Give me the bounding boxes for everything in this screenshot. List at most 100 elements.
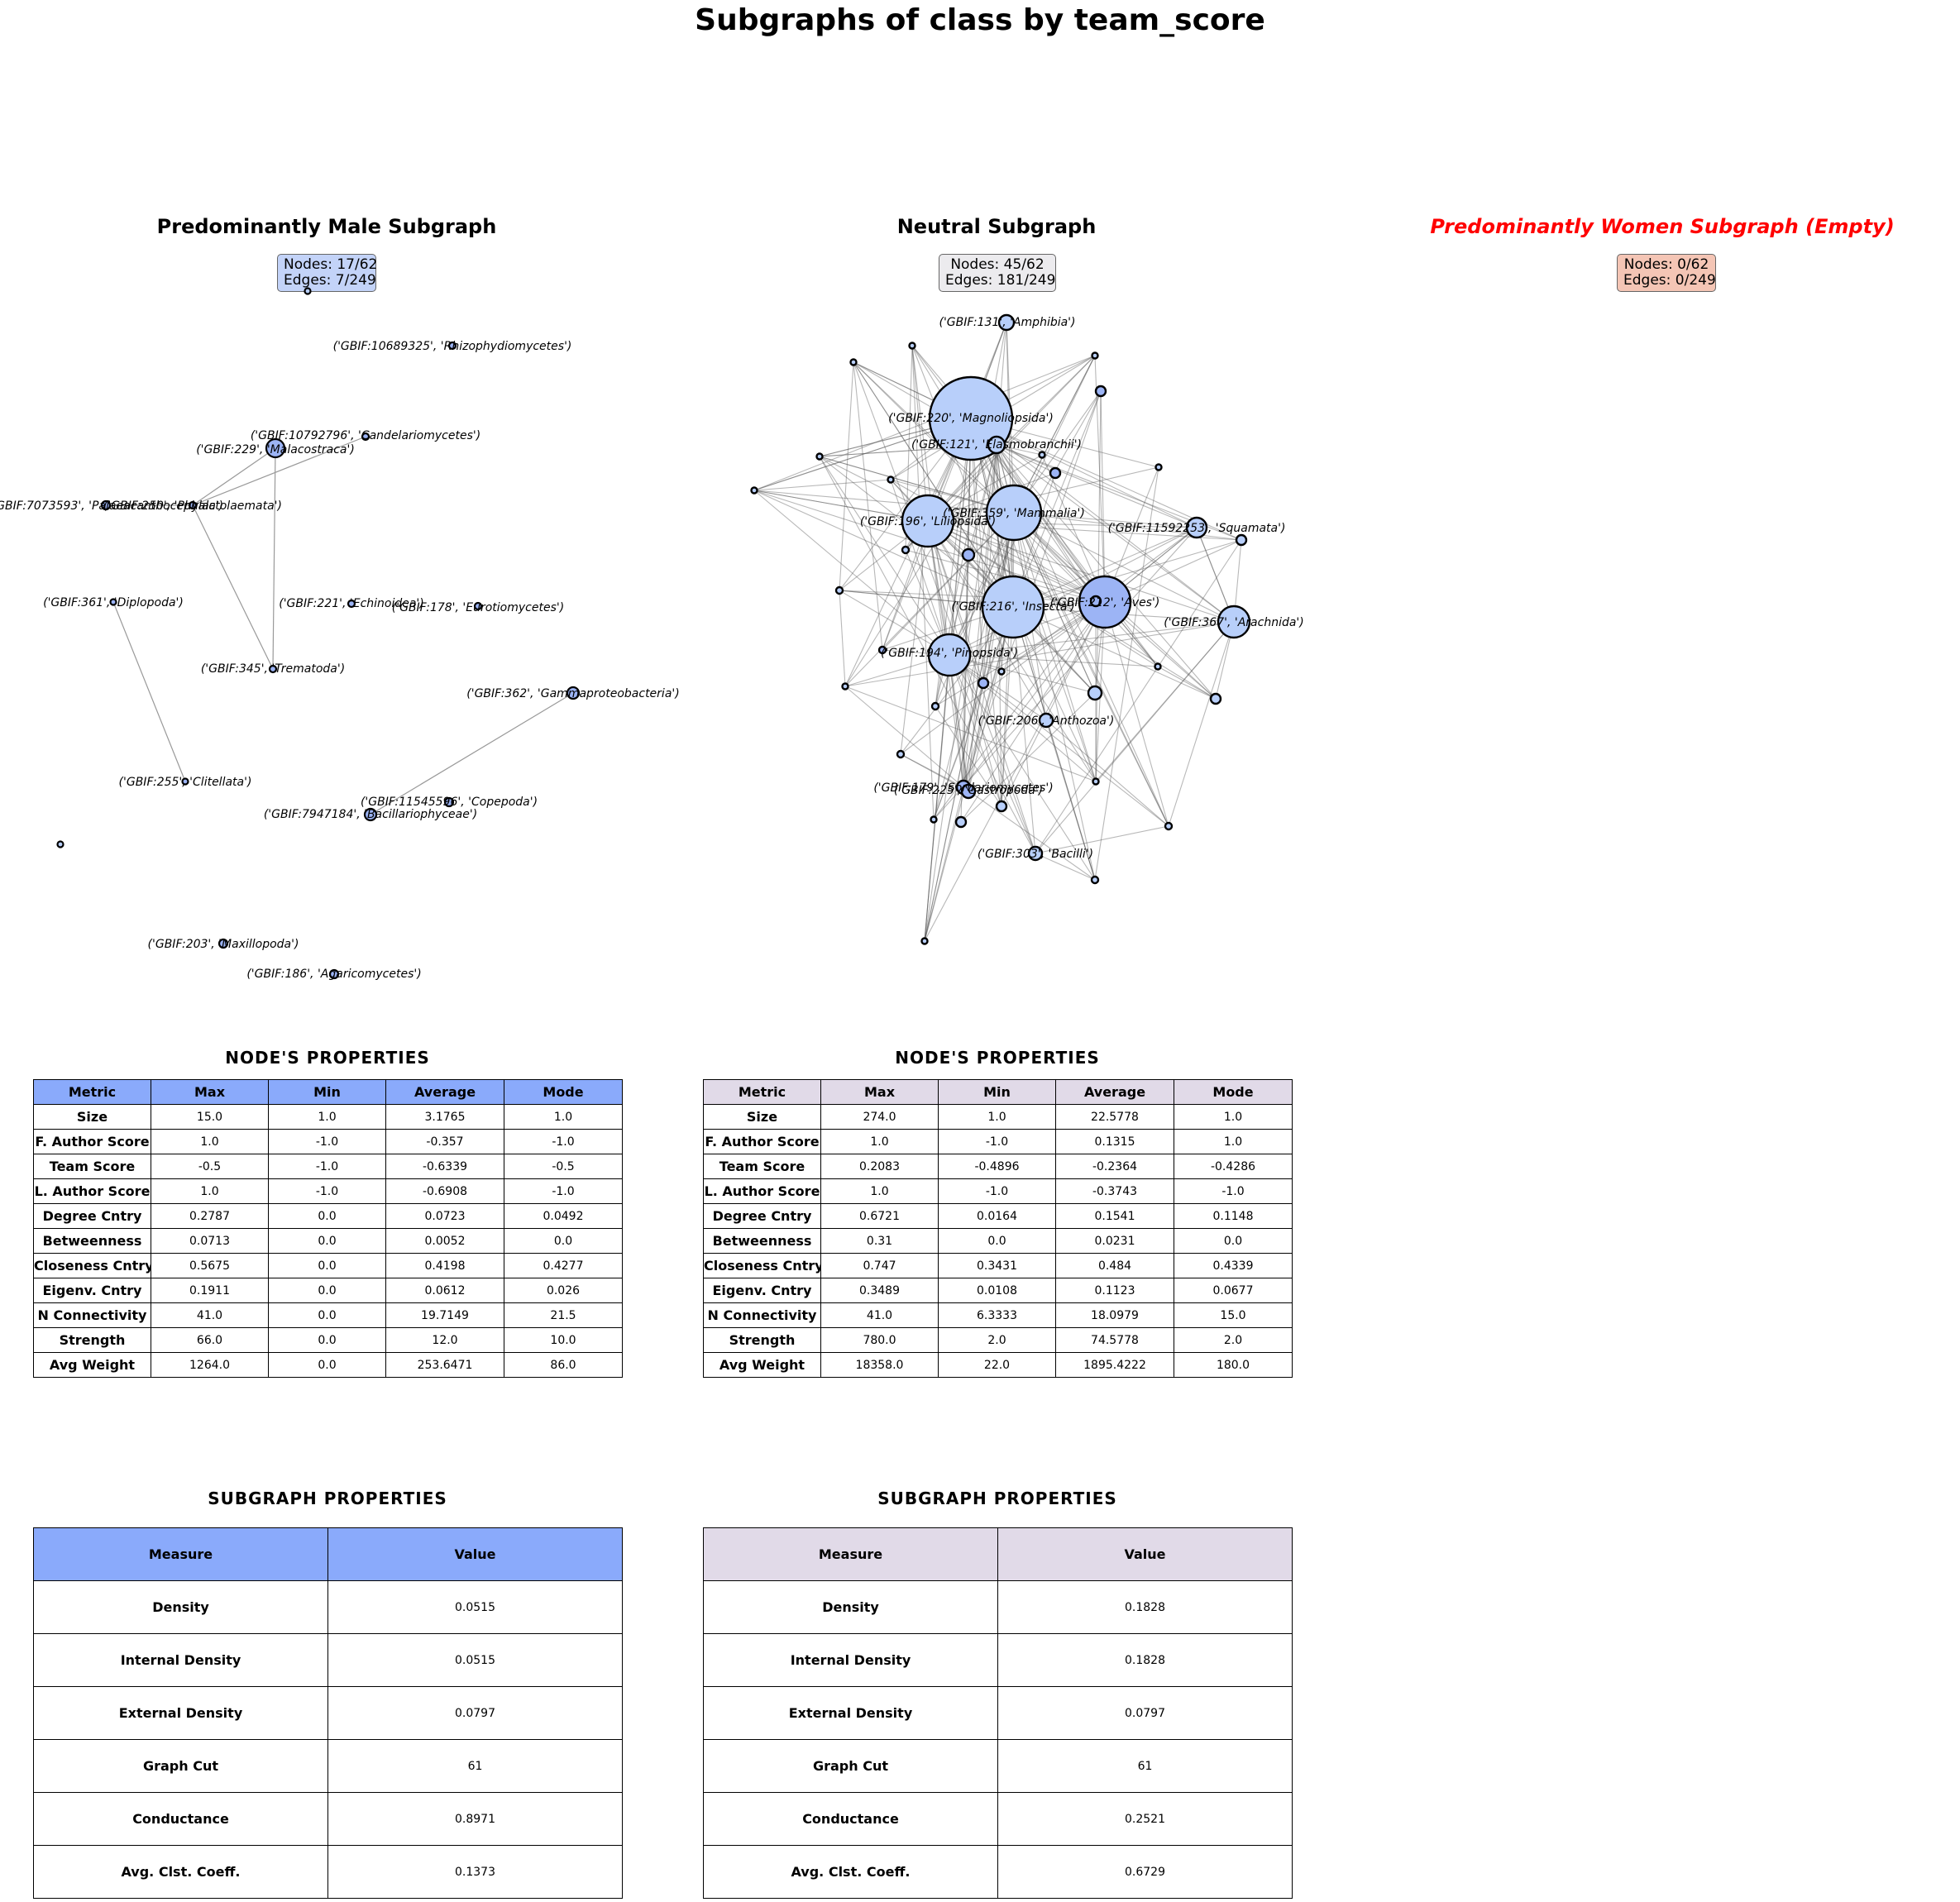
graph-edge <box>1006 322 1014 608</box>
metric-value: -1.0 <box>938 1178 1056 1204</box>
graph-node <box>188 500 198 510</box>
graph-edge <box>1013 355 1096 514</box>
table-row: Density 0.0515 <box>33 1580 623 1634</box>
graph-node <box>443 796 455 808</box>
graph-edge <box>1045 719 1096 881</box>
measure-name: Density <box>33 1580 328 1634</box>
metric-value: 1.0 <box>1174 1104 1293 1130</box>
table-row: L. Author Score 1.0 -1.0 -0.6908 -1.0 <box>33 1178 623 1204</box>
graph-edge <box>853 361 1014 608</box>
graph-edge <box>890 479 950 656</box>
metric-value: 0.0 <box>268 1203 386 1229</box>
graph-edge <box>933 512 1015 820</box>
graph-edge <box>1013 512 1169 827</box>
male-edge-count: Edges: 7/249 <box>284 272 376 289</box>
measure-name: External Density <box>703 1686 998 1740</box>
figure-title: Subgraphs of class by team_score <box>695 3 1265 37</box>
graph-edge <box>1094 466 1159 881</box>
graph-edge <box>1013 512 1097 782</box>
neutral-subgraph-properties-table: Measure Value Density 0.1828 Internal Dens… <box>703 1527 1293 1899</box>
graph-node <box>1038 712 1054 729</box>
graph-node <box>985 484 1043 542</box>
graph-edge <box>963 418 972 788</box>
header-max: Max <box>820 1079 939 1105</box>
graph-edge <box>1013 512 1235 623</box>
measure-value: 0.1828 <box>997 1580 1293 1634</box>
graph-edge <box>844 621 1235 687</box>
metric-value: 1.0 <box>820 1178 939 1204</box>
table-row: Team Score -0.5 -1.0 -0.6339 -0.5 <box>33 1154 623 1179</box>
metric-name: N Connectivity <box>703 1302 821 1328</box>
metric-name: Strength <box>703 1327 821 1353</box>
graph-edge <box>949 654 1096 694</box>
node-label: ('GBIF:220', 'Magnoliopsida') <box>888 412 1054 425</box>
metric-value: -0.2364 <box>1055 1154 1174 1179</box>
graph-node <box>997 667 1006 676</box>
graph-edge <box>927 520 1097 782</box>
graph-edge <box>927 520 1106 603</box>
node-label: ('GBIF:196', 'Liliopsida') <box>860 515 996 528</box>
graph-edge <box>996 444 1106 603</box>
graph-node <box>1094 385 1107 398</box>
graph-edge <box>924 444 997 942</box>
graph-edge <box>819 456 1015 514</box>
metric-value: 6.3333 <box>938 1302 1056 1328</box>
node-label: ('GBIF:203', 'Maxillopoda') <box>148 938 299 951</box>
graph-edge <box>1012 606 1036 854</box>
graph-node <box>750 486 758 495</box>
header-min: Min <box>938 1079 1056 1105</box>
graph-node <box>447 341 457 351</box>
graph-edge <box>949 654 1096 881</box>
node-label: ('GBIF:178', 'Eurotiomycetes') <box>392 601 564 614</box>
metric-value: 0.5675 <box>151 1253 269 1278</box>
graph-edge <box>927 520 1217 700</box>
graph-node <box>1038 451 1046 459</box>
table-row: Conductance 0.2521 <box>703 1792 1293 1846</box>
table-row: Graph Cut 61 <box>703 1739 1293 1793</box>
measure-name: Conductance <box>703 1792 998 1846</box>
metric-value: 0.6721 <box>820 1203 939 1229</box>
node-label: ('GBIF:11592253', 'Squamata') <box>1108 522 1286 535</box>
graph-edge <box>949 654 1036 854</box>
metric-value: 3.1765 <box>385 1104 504 1130</box>
graph-edge <box>927 520 1198 528</box>
graph-edge <box>853 361 1097 602</box>
graph-node <box>815 452 824 461</box>
metric-value: -1.0 <box>268 1178 386 1204</box>
graph-edge <box>753 490 929 522</box>
graph-edge <box>819 456 1106 603</box>
graph-edge <box>982 444 997 684</box>
graph-edge <box>1012 390 1102 608</box>
women-panel-title: Predominantly Women Subgraph (Empty) <box>1430 215 1895 238</box>
graph-edge <box>924 601 1106 942</box>
graph-edge <box>839 590 846 687</box>
graph-edge <box>911 345 1014 608</box>
graph-edge <box>753 490 1014 608</box>
graph-edge <box>996 444 1217 700</box>
male-subgraph-properties-table: Measure Value Density 0.0515 Internal Dens… <box>33 1527 623 1899</box>
graph-node <box>1164 821 1174 831</box>
measure-name: Graph Cut <box>33 1739 328 1793</box>
graph-edge <box>963 601 1106 788</box>
metric-value: 0.0 <box>504 1228 623 1254</box>
header-mode: Mode <box>504 1079 623 1105</box>
graph-edge <box>1035 853 1096 881</box>
header-measure: Measure <box>33 1527 328 1581</box>
table-row: Size 274.0 1.0 22.5778 1.0 <box>703 1104 1293 1130</box>
node-label: ('GBIF:225', 'Gastropoda') <box>894 784 1043 797</box>
metric-value: 0.1911 <box>151 1278 269 1303</box>
graph-edge <box>911 345 935 820</box>
graph-edge <box>949 654 1159 667</box>
graph-edge <box>900 520 929 755</box>
metric-value: 2.0 <box>1174 1327 1293 1353</box>
node-label: ('GBIF:121', 'Elasmobranchii') <box>911 438 1082 452</box>
metric-value: 1.0 <box>151 1129 269 1154</box>
graph-edge <box>844 686 1097 782</box>
male-node-count: Nodes: 17/62 <box>284 256 378 273</box>
graph-edge <box>1100 390 1106 603</box>
metric-name: Avg Weight <box>33 1352 151 1378</box>
graph-edge <box>839 590 1106 603</box>
graph-edge <box>927 520 1242 541</box>
graph-edge <box>753 490 950 656</box>
graph-edge <box>900 601 1106 755</box>
